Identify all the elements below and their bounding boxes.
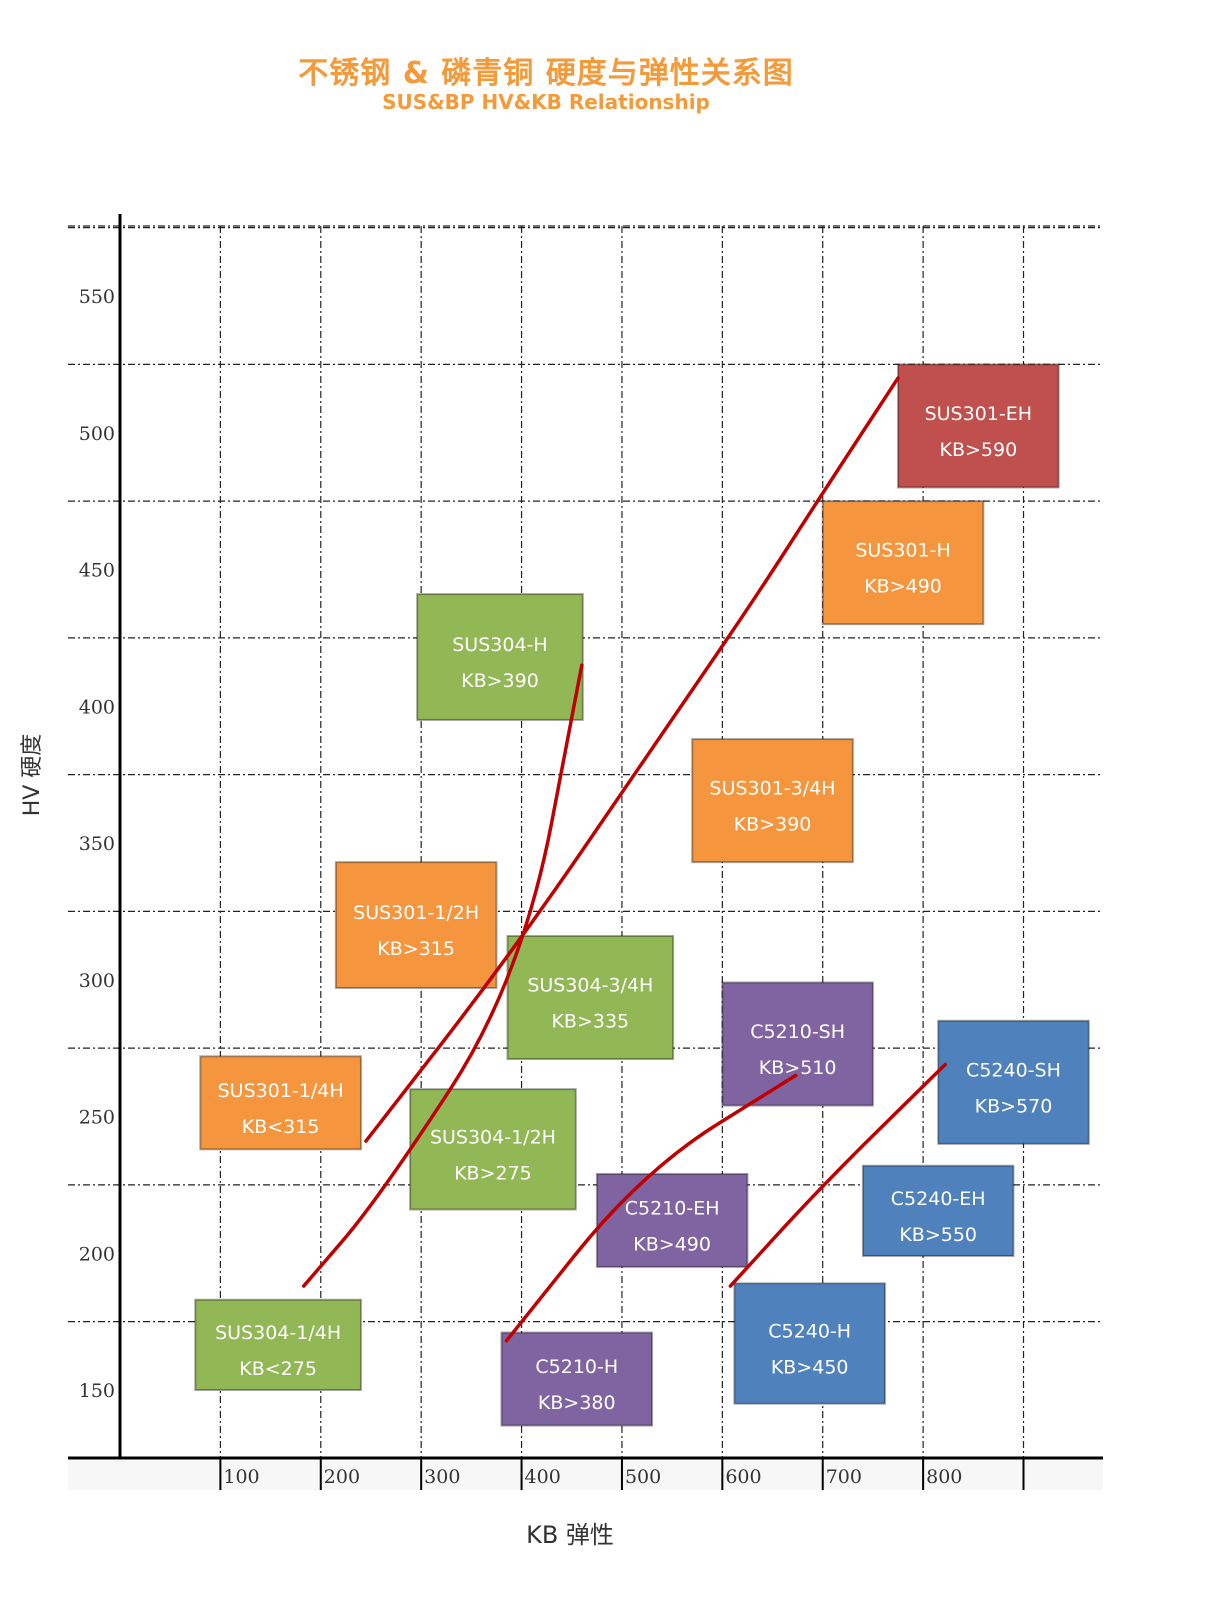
data-box: [416, 593, 584, 721]
box-name-label: C5240-SH: [966, 1059, 1061, 1081]
box-name-label: SUS301-3/4H: [710, 778, 836, 800]
box-kb-label: KB<275: [239, 1358, 317, 1380]
x-tick-label: 300: [424, 1466, 460, 1488]
data-box: [721, 981, 874, 1107]
box-name-label: C5240-EH: [891, 1188, 986, 1210]
data-box: [821, 500, 985, 626]
box-kb-label: KB>570: [975, 1095, 1053, 1117]
trend-line: [728, 1062, 947, 1288]
data-box: [861, 1164, 1015, 1257]
y-tick-label: 300: [79, 970, 115, 992]
y-tick-label: 450: [79, 560, 115, 582]
box-kb-label: KB>380: [538, 1392, 616, 1414]
data-box: [937, 1019, 1090, 1145]
box-kb-label: KB>490: [864, 576, 942, 598]
data-box: [334, 861, 498, 989]
box-name-label: SUS304-1/2H: [430, 1126, 556, 1148]
data-box: [500, 1331, 654, 1427]
box-kb-label: KB>335: [551, 1011, 629, 1033]
data-box: [194, 1298, 362, 1391]
x-tick-label: 100: [223, 1466, 259, 1488]
box-name-label: SUS301-H: [855, 540, 950, 562]
box-name-label: SUS301-EH: [925, 403, 1032, 425]
box-name-label: SUS304-3/4H: [527, 975, 653, 997]
y-tick-label: 400: [79, 696, 115, 718]
box-name-label: C5210-SH: [750, 1021, 845, 1043]
box-name-label: C5240-H: [768, 1321, 851, 1343]
data-box: [595, 1172, 749, 1268]
box-kb-label: KB>315: [377, 938, 455, 960]
x-tick-label: 500: [625, 1466, 661, 1488]
x-tick-label: 200: [324, 1466, 360, 1488]
x-axis-label: KB 弹性: [526, 1521, 614, 1549]
data-box: [409, 1088, 577, 1211]
x-tick-label: 800: [926, 1466, 962, 1488]
y-tick-label: 250: [79, 1107, 115, 1129]
box-name-label: SUS301-1/2H: [353, 902, 479, 924]
x-tick-label: 600: [725, 1466, 761, 1488]
chart-subtitle: SUS&BP HV&KB Relationship: [382, 90, 710, 114]
trend-line: [504, 1073, 798, 1343]
trend-line: [301, 663, 584, 1288]
box-kb-label: KB>390: [734, 814, 812, 836]
y-tick-label: 200: [79, 1243, 115, 1265]
y-tick-label: 150: [79, 1380, 115, 1402]
box-kb-label: KB>510: [759, 1057, 837, 1079]
box-kb-label: KB>490: [633, 1233, 711, 1255]
x-tick-label: 700: [826, 1466, 862, 1488]
box-kb-label: KB>590: [939, 439, 1017, 461]
box-kb-label: KB>390: [461, 670, 539, 692]
data-box: [733, 1282, 886, 1405]
y-tick-label: 550: [79, 286, 115, 308]
data-box: [897, 363, 1060, 489]
box-kb-label: KB<315: [242, 1116, 320, 1138]
box-name-label: C5210-EH: [625, 1197, 720, 1219]
data-box: [506, 934, 675, 1061]
box-kb-label: KB>275: [454, 1162, 532, 1184]
box-name-label: SUS301-1/4H: [218, 1080, 344, 1102]
box-name-label: SUS304-H: [452, 634, 547, 656]
box-kb-label: KB>550: [899, 1224, 977, 1246]
x-tick-label: 400: [525, 1466, 561, 1488]
x-axis-band: [68, 1460, 1103, 1490]
chart-title: 不锈钢 & 磷青铜 硬度与弹性关系图: [298, 56, 794, 91]
y-tick-label: 500: [79, 423, 115, 445]
trend-line: [364, 376, 900, 1143]
y-tick-label: 350: [79, 833, 115, 855]
box-name-label: SUS304-1/4H: [215, 1322, 341, 1344]
data-box: [691, 738, 854, 864]
box-kb-label: KB>450: [771, 1357, 849, 1379]
data-box: [199, 1055, 362, 1151]
box-name-label: C5210-H: [535, 1356, 618, 1378]
